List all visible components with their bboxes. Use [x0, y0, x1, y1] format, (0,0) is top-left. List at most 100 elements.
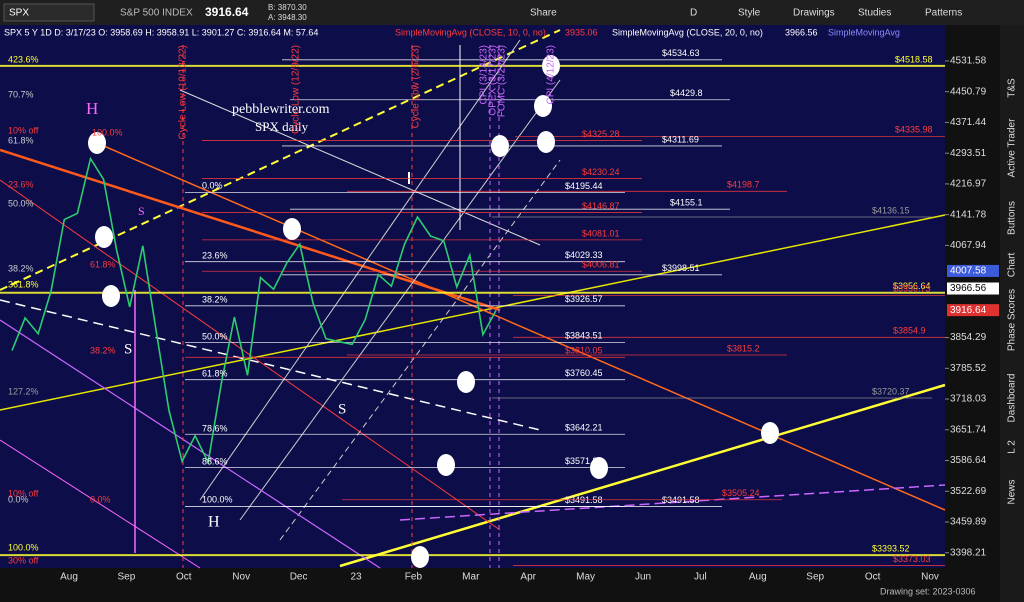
level-label: $4335.98: [895, 125, 933, 135]
toolbar-button[interactable]: D: [690, 8, 697, 19]
y-tick-label: 4216.97: [950, 179, 987, 190]
sidebar-tab[interactable]: News: [1007, 479, 1018, 504]
chart-area: [0, 25, 945, 568]
level-label: $4429.8: [670, 88, 703, 98]
sidebar-tab[interactable]: L 2: [1007, 440, 1018, 454]
annotation: 23.6%: [202, 250, 228, 260]
y-tick-label: 3522.69: [950, 486, 987, 497]
quote: SPX 5 Y 1D D: 3/17/23 O: 3958.69 H: 3958…: [4, 27, 318, 37]
marker-circle: [437, 454, 455, 476]
price-badge: [947, 304, 999, 317]
last-price: 3916.64: [205, 5, 249, 19]
symbol[interactable]: SPX: [9, 8, 29, 19]
channel-line: [199, 39, 521, 501]
marker-circle: [102, 285, 120, 307]
level-label: $3720.37: [872, 386, 910, 396]
level-label: $4146.87: [582, 201, 620, 211]
level-label: $4198.7: [727, 180, 760, 190]
y-tick-label: 3651.74: [950, 424, 987, 435]
toolbar: [0, 0, 1024, 25]
x-tick-label: Feb: [405, 572, 423, 583]
annotation: 50.0%: [202, 331, 228, 341]
level-label: $4029.33: [565, 250, 603, 260]
study-value: 3966.56: [785, 27, 818, 37]
annotation: pebblewriter.com: [232, 102, 330, 117]
marker-circle: [95, 226, 113, 248]
sidebar-tab[interactable]: T&S: [1007, 78, 1018, 98]
sidebar-tab[interactable]: Dashboard: [1007, 374, 1018, 423]
sidebar-tab[interactable]: Chart: [1007, 253, 1018, 278]
marker-circle: [411, 546, 429, 568]
sidebar: [1000, 25, 1024, 602]
y-tick-label: 3586.64: [950, 455, 987, 466]
level-label: $4230.24: [582, 167, 620, 177]
study-name: SimpleMovingAvg (CLOSE, 10, 0, no): [395, 27, 546, 37]
ask: A: 3948.30: [268, 13, 307, 22]
y-tick-label: 4067.94: [950, 240, 987, 251]
level-label: $3505.24: [722, 488, 760, 498]
x-tick-label: Mar: [462, 572, 480, 583]
level-label: $3926.57: [565, 294, 603, 304]
annotation: CPI (4/12/23): [546, 45, 557, 104]
symbol-name: S&P 500 INDEX: [120, 8, 193, 19]
y-tick-label: 3854.29: [950, 332, 987, 343]
toolbar-button[interactable]: Style: [738, 8, 761, 19]
toolbar-button[interactable]: Patterns: [925, 8, 962, 19]
trend-line: [0, 29, 561, 291]
sidebar-tab[interactable]: Buttons: [1007, 201, 1018, 235]
marker-circle: [542, 55, 560, 77]
annotation: FOMC (3/22/23): [497, 45, 508, 117]
price-badge: [947, 282, 999, 295]
annotation: 0.0%: [202, 180, 223, 190]
annotation: 70.7%: [8, 89, 34, 99]
marker-circle: [491, 135, 509, 157]
annotation: 10% off: [8, 125, 39, 135]
symbol-box[interactable]: [3, 3, 95, 22]
sidebar-tab[interactable]: Phase Scores: [1007, 289, 1018, 351]
drawing-set[interactable]: Drawing set: 2023-0306: [880, 586, 976, 596]
study-value: 3935.06: [565, 27, 598, 37]
annotation: 38.2%: [8, 263, 34, 273]
x-tick-label: Nov: [232, 572, 250, 583]
channel-line: [279, 159, 561, 541]
bid: B: 3870.30: [268, 3, 307, 12]
annotation: S: [124, 341, 132, 357]
level-label: $3998.51: [662, 263, 700, 273]
annotation: Cycle Low (12/9/22): [291, 45, 302, 134]
x-tick-label: May: [576, 572, 595, 583]
x-tick-label: 23: [350, 572, 362, 583]
toolbar-button[interactable]: Drawings: [793, 8, 835, 19]
marker-circle: [534, 95, 552, 117]
y-tick-label: 3718.03: [950, 394, 987, 405]
x-tick-label: Sep: [118, 572, 136, 583]
annotation: OPEX (3/17/23): [488, 45, 499, 116]
sidebar-tab[interactable]: Active Trader: [1007, 118, 1018, 178]
annotation: S: [138, 204, 145, 218]
level-label: $3642.21: [565, 423, 603, 433]
level-label: $4081.01: [582, 228, 620, 238]
level-label: $4325.28: [582, 129, 620, 139]
x-tick-label: Aug: [749, 572, 767, 583]
annotation: 100.0%: [202, 494, 233, 504]
toolbar-button[interactable]: Studies: [858, 8, 891, 19]
annotation: 61.8%: [202, 368, 228, 378]
price-badge-label: 3916.64: [950, 305, 987, 316]
study-name: SimpleMovingAvg (CLOSE, 20, 0, no): [612, 27, 763, 37]
annotation: 38.2%: [202, 294, 228, 304]
trend-line: [0, 214, 946, 411]
annotation: Cycle Low (10/13/22): [178, 45, 189, 140]
level-label: $4155.1: [670, 198, 703, 208]
x-tick-label: Jul: [694, 572, 707, 583]
y-tick-label: 4141.78: [950, 209, 987, 220]
trend-line: [399, 484, 946, 521]
annotation: 50.0%: [8, 198, 34, 208]
level-label: $4136.15: [872, 205, 910, 215]
y-tick-label: 4450.79: [950, 86, 987, 97]
annotation: 78.6%: [202, 423, 228, 433]
level-label: $3810.05: [565, 346, 603, 356]
toolbar-button[interactable]: Share: [530, 8, 557, 19]
level-label: $4311.69: [662, 134, 699, 144]
level-label: $4534.63: [662, 48, 700, 58]
price-line: [11, 156, 497, 465]
